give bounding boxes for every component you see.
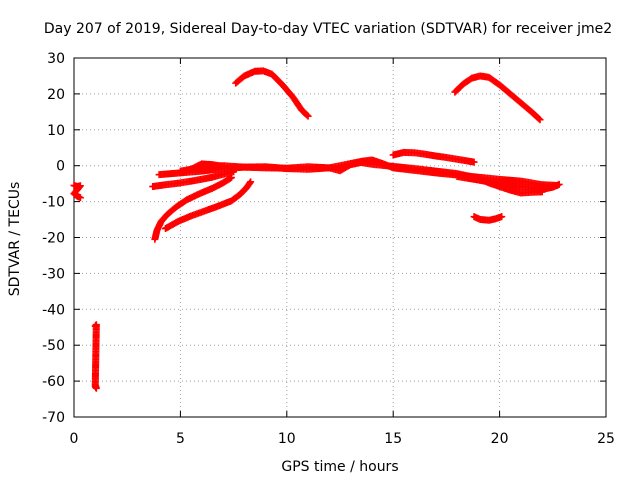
data-point <box>535 115 543 123</box>
data-point <box>536 116 544 124</box>
series-arc-6 <box>162 178 255 233</box>
y-tick-label: 30 <box>47 51 65 67</box>
data-point <box>76 194 84 202</box>
x-tick-label: 15 <box>384 431 402 447</box>
data-point <box>91 382 99 390</box>
series-arc-10 <box>176 160 227 177</box>
data-point <box>304 112 312 120</box>
series-arc-5 <box>151 174 235 243</box>
y-axis-label: SDTVAR / TECUs <box>7 182 23 297</box>
x-tick-label: 20 <box>491 431 509 447</box>
data-point <box>555 180 563 188</box>
series-arc-13 <box>453 172 563 193</box>
data-point <box>219 162 227 170</box>
series-arc-12 <box>470 213 506 224</box>
x-tick-label: 25 <box>597 431 615 447</box>
y-tick-label: -10 <box>42 195 65 211</box>
data-point <box>303 111 311 119</box>
y-tick-label: -70 <box>42 410 65 426</box>
y-tick-label: 0 <box>56 159 65 175</box>
data-point <box>498 213 506 221</box>
grid <box>74 58 606 417</box>
series-arc-3 <box>232 67 312 120</box>
series-arc-2 <box>91 321 100 392</box>
y-tick-label: -50 <box>42 338 65 354</box>
y-tick-label: 20 <box>47 87 65 103</box>
tick-labels: 0 5 10 15 20 25 -70 -60 -50 -40 -30 -20 -10 0 10 20 30 <box>42 51 615 447</box>
data-point <box>246 179 254 187</box>
x-axis-label: GPS time / hours <box>281 459 398 475</box>
data-points <box>70 67 563 392</box>
series-arc-1 <box>70 181 84 202</box>
data-point <box>470 158 478 166</box>
y-tick-label: -20 <box>42 231 65 247</box>
y-tick-label: -40 <box>42 302 65 318</box>
y-tick-label: -60 <box>42 374 65 390</box>
series-arc-11 <box>389 148 478 166</box>
y-tick-label: -30 <box>42 266 65 282</box>
y-tick-label: 10 <box>47 123 65 139</box>
axes <box>73 57 607 418</box>
x-tick-label: 0 <box>70 431 79 447</box>
series-arc-4 <box>451 72 544 124</box>
series-arc-7 <box>149 168 238 191</box>
data-point <box>247 178 255 186</box>
x-tick-label: 10 <box>278 431 296 447</box>
x-tick-label: 5 <box>176 431 185 447</box>
chart-title: Day 207 of 2019, Sidereal Day-to-day VTE… <box>44 21 612 37</box>
